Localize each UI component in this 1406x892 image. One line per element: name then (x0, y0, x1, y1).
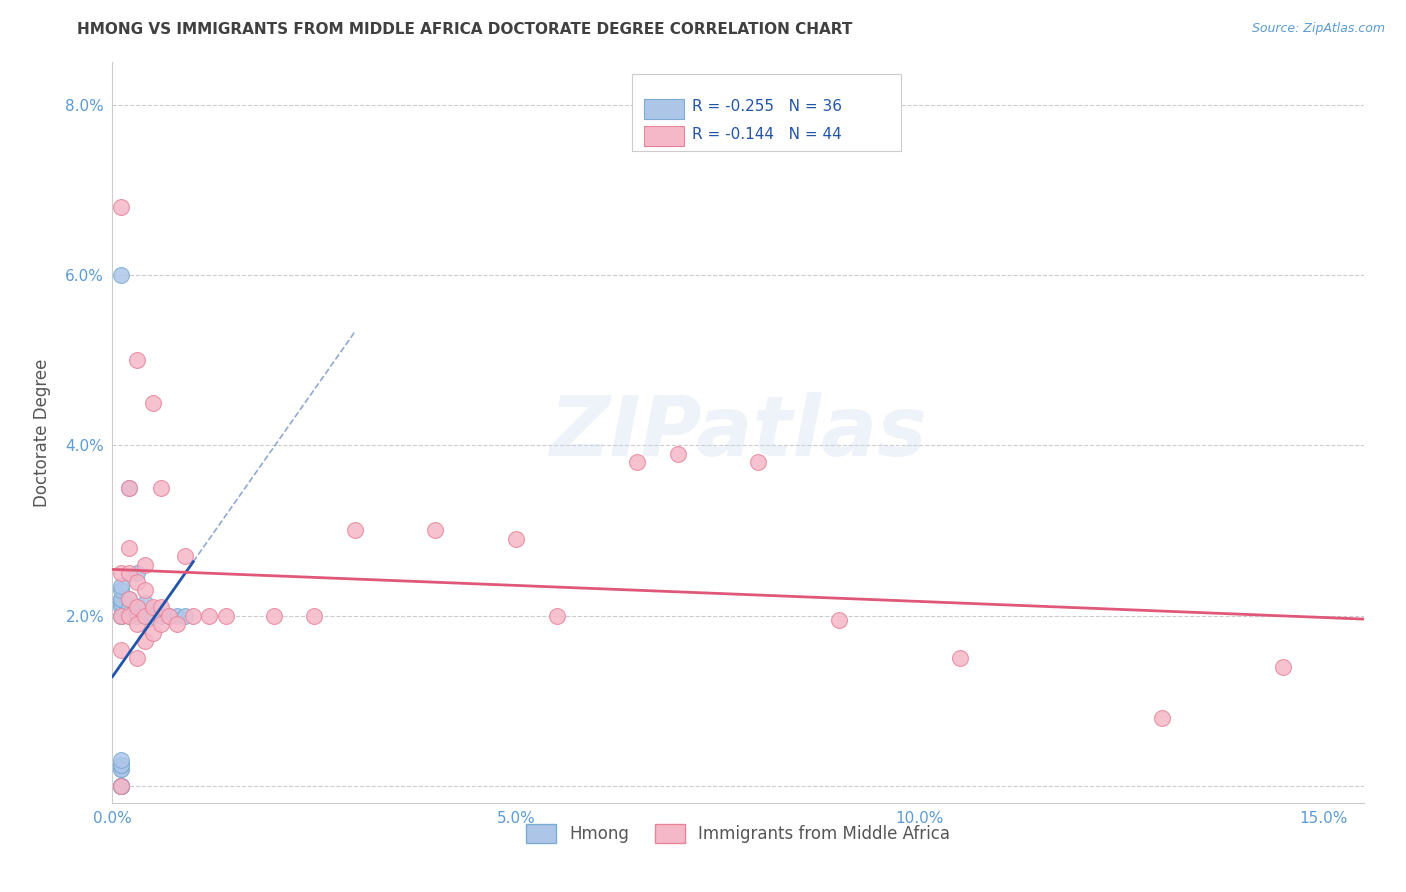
Point (110, 596, 132, 610)
Point (110, 268, 132, 283)
Point (125, 651, 148, 665)
Point (110, 779, 132, 793)
Point (117, 591, 139, 606)
Point (343, 524, 366, 538)
Point (110, 591, 132, 606)
Bar (644, 99, 685, 119)
Text: ZIPatlas: ZIPatlas (550, 392, 927, 473)
Point (214, 608, 236, 623)
Point (110, 757, 132, 772)
Point (134, 608, 156, 623)
Point (666, 447, 689, 461)
Point (1150, 711, 1173, 725)
Point (110, 779, 132, 793)
Point (747, 455, 769, 469)
Point (110, 757, 132, 772)
Point (110, 591, 132, 606)
Text: Source: ZipAtlas.com: Source: ZipAtlas.com (1251, 22, 1385, 36)
Point (117, 566, 139, 580)
Point (110, 779, 132, 793)
Point (546, 608, 568, 623)
Point (149, 617, 172, 632)
Point (110, 779, 132, 793)
Point (198, 608, 221, 623)
Point (125, 600, 148, 615)
Point (149, 481, 172, 495)
Text: R = -0.144   N = 44: R = -0.144 N = 44 (692, 127, 842, 142)
Point (125, 617, 148, 632)
Point (110, 753, 132, 767)
Point (828, 613, 851, 627)
Point (134, 596, 156, 610)
Point (134, 634, 156, 648)
Point (304, 608, 326, 623)
Point (166, 608, 188, 623)
Point (1272, 659, 1295, 673)
Point (110, 200, 132, 214)
Point (142, 396, 165, 410)
Point (142, 625, 165, 640)
Point (117, 600, 139, 615)
Point (110, 566, 132, 580)
Point (117, 481, 139, 495)
Point (110, 762, 132, 776)
Point (110, 600, 132, 615)
Point (125, 600, 148, 615)
Point (110, 779, 132, 793)
Point (181, 608, 204, 623)
Point (117, 541, 139, 555)
Point (425, 524, 447, 538)
Point (110, 608, 132, 623)
Point (626, 455, 648, 469)
Point (142, 608, 165, 623)
Point (117, 591, 139, 606)
Point (157, 608, 180, 623)
Point (142, 600, 165, 615)
Point (149, 600, 172, 615)
Point (125, 566, 148, 580)
Point (125, 608, 148, 623)
Point (174, 608, 197, 623)
Point (110, 779, 132, 793)
Point (125, 574, 148, 589)
Point (110, 642, 132, 657)
Point (166, 617, 188, 632)
Point (149, 608, 172, 623)
Point (117, 608, 139, 623)
Point (110, 779, 132, 793)
Point (134, 608, 156, 623)
Text: HMONG VS IMMIGRANTS FROM MIDDLE AFRICA DOCTORATE DEGREE CORRELATION CHART: HMONG VS IMMIGRANTS FROM MIDDLE AFRICA D… (77, 22, 852, 37)
Point (134, 558, 156, 572)
Point (110, 608, 132, 623)
Point (949, 651, 972, 665)
Y-axis label: Doctorate Degree: Doctorate Degree (34, 359, 52, 507)
Point (110, 579, 132, 593)
Point (110, 582, 132, 597)
Point (174, 549, 197, 563)
Legend: Hmong, Immigrants from Middle Africa: Hmong, Immigrants from Middle Africa (520, 817, 956, 850)
Point (134, 582, 156, 597)
Point (117, 481, 139, 495)
Point (263, 608, 285, 623)
Bar (644, 126, 685, 146)
Point (157, 608, 180, 623)
Point (110, 762, 132, 776)
Point (110, 608, 132, 623)
Point (125, 353, 148, 368)
Point (505, 532, 527, 546)
Point (110, 779, 132, 793)
Point (117, 608, 139, 623)
FancyBboxPatch shape (631, 73, 901, 152)
Text: R = -0.255   N = 36: R = -0.255 N = 36 (692, 100, 842, 114)
Point (110, 591, 132, 606)
